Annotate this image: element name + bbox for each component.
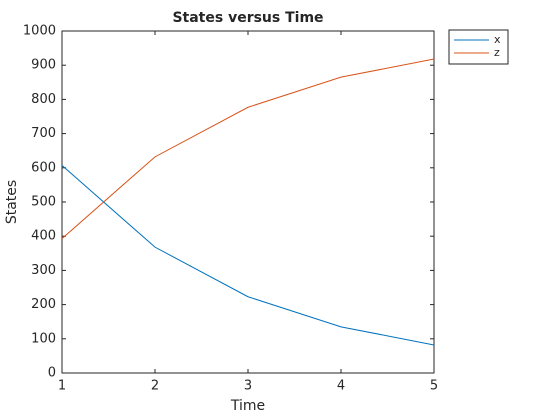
- y-tick-label: 900: [31, 58, 56, 73]
- x-axis-label: Time: [230, 398, 265, 414]
- y-tick-label: 600: [31, 160, 56, 175]
- y-axis-label: States: [4, 180, 20, 224]
- chart-title: States versus Time: [172, 10, 323, 26]
- y-tick-label: 200: [31, 297, 56, 312]
- x-tick-label: 3: [244, 379, 252, 394]
- series-line: [61, 165, 435, 346]
- x-tick-label: 4: [337, 379, 345, 394]
- x-tick-label: 5: [430, 379, 438, 394]
- y-tick-label: 0: [48, 366, 56, 381]
- x-tick-label: 1: [58, 379, 66, 394]
- x-tick-label: 2: [151, 379, 159, 394]
- y-tick-label: 800: [31, 92, 56, 107]
- y-tick-label: 1000: [23, 24, 56, 39]
- y-tick-label: 100: [31, 331, 56, 346]
- y-tick-label: 400: [31, 229, 56, 244]
- y-tick-label: 700: [31, 126, 56, 141]
- y-tick-label: 500: [31, 195, 56, 210]
- legend-box: [448, 29, 509, 65]
- y-tick-label: 300: [31, 263, 56, 278]
- series-line: [61, 58, 435, 239]
- legend-label: x: [494, 33, 501, 46]
- legend-label: z: [494, 46, 500, 59]
